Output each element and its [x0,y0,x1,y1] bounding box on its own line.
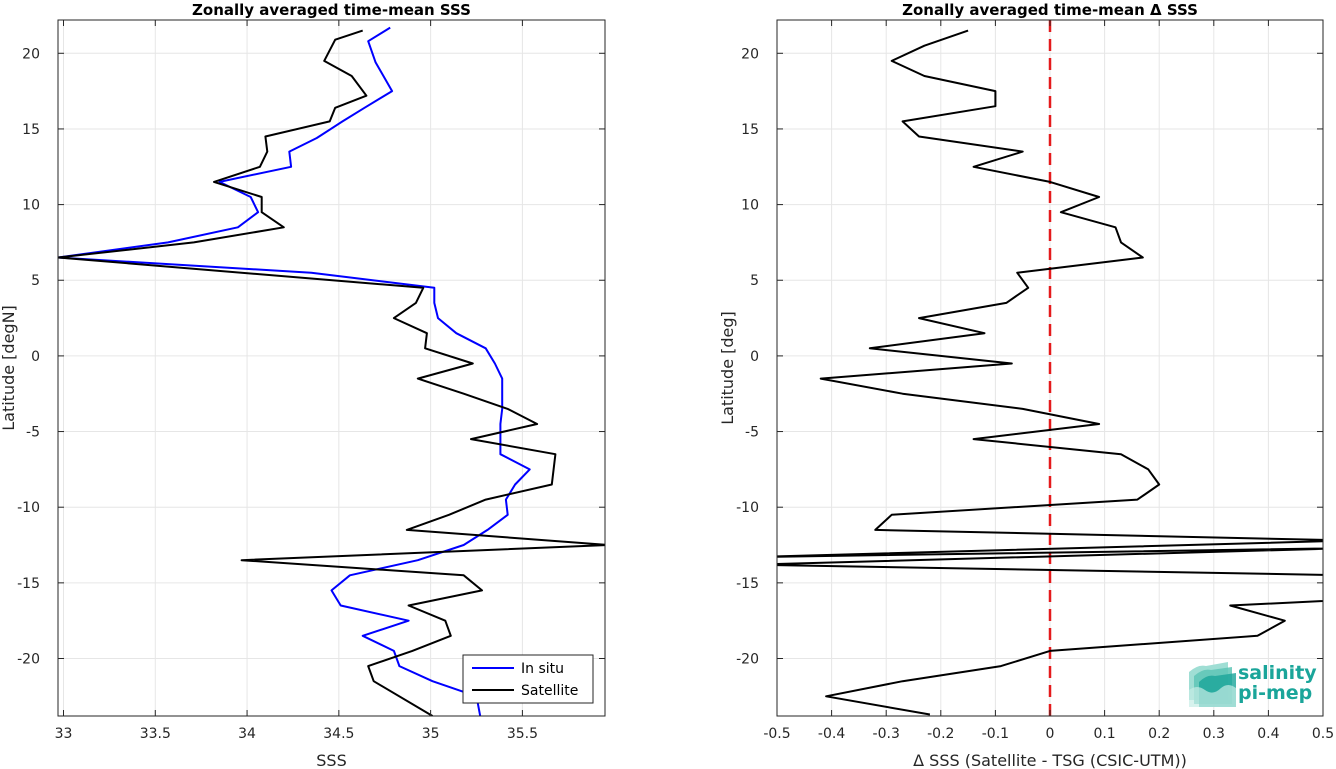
right-plot-title: Zonally averaged time-mean Δ SSS [902,1,1198,19]
legend-box [462,654,594,704]
x-tick-label: -0.3 [873,726,900,742]
y-tick-label: -10 [17,500,40,516]
left-plot-ticks: 33 33.5 34 34.5 35 35.5 20 15 10 5 0 -5 -10 -15 -20 [17,20,605,742]
x-tick-label: -0.2 [927,726,954,742]
right-plot-ticks: -0.5 -0.4 -0.3 -0.2 -0.1 0 0.1 0.2 0.3 0.4 0.5 20 15… [736,20,1334,742]
in-situ-series-line [58,26,531,716]
left-plot-x-axis-label: SSS [316,751,346,769]
y-tick-label: 5 [31,273,40,289]
x-tick-label: 0 [1046,726,1055,742]
left-plot-lines [58,26,605,716]
y-tick-label: 20 [22,46,40,62]
left-plot-area [58,20,605,716]
left-plot-y-axis-label: Latitude [degN] [0,305,18,431]
x-tick-label: 35 [422,726,440,742]
left-plot-title: Zonally averaged time-mean SSS [192,1,471,19]
y-tick-label: -20 [736,652,759,668]
y-tick-label: -5 [745,425,759,441]
right-plot: -0.5 -0.4 -0.3 -0.2 -0.1 0 0.1 0.2 0.3 0.4 0.5 20 15… [718,1,1334,769]
logo-text-salinity: salinity [1238,662,1317,684]
legend: In situ Satellite [462,654,594,704]
x-tick-label: 0.2 [1148,726,1170,742]
y-tick-label: 0 [31,349,40,365]
legend-label-satellite: Satellite [521,683,578,699]
x-tick-label: 34 [238,726,256,742]
delta-sss-series-line [777,29,1323,716]
right-plot-x-axis-label: Δ SSS (Satellite - TSG (CSIC-UTM)) [913,751,1187,769]
right-plot-y-axis-label: Latitude [deg] [718,311,737,425]
left-plot-frame [57,19,606,717]
x-tick-label: 35.5 [507,726,538,742]
satellite-series-line [58,29,605,716]
left-plot: 33 33.5 34 34.5 35 35.5 20 15 10 5 0 -5 -10 -15 -20 Zo… [0,1,606,769]
x-tick-label: 0.1 [1093,726,1115,742]
right-plot-grid [776,20,1324,716]
y-tick-label: -5 [26,425,40,441]
logo-text-pi-mep: pi-mep [1238,682,1312,704]
y-tick-label: -20 [17,652,40,668]
y-tick-label: 10 [741,198,759,214]
left-plot-grid [58,20,605,716]
y-tick-label: -15 [17,576,40,592]
y-tick-label: 0 [750,349,759,365]
logo-wave-icon [1189,662,1236,707]
x-tick-label: 0.3 [1203,726,1225,742]
x-tick-label: -0.5 [763,726,790,742]
x-tick-label: -0.1 [982,726,1009,742]
y-tick-label: 15 [741,122,759,138]
x-tick-label: -0.4 [818,726,845,742]
right-plot-lines [777,20,1323,716]
y-tick-label: 5 [750,273,759,289]
y-tick-label: 10 [22,198,40,214]
x-tick-label: 34.5 [323,726,354,742]
x-tick-label: 33.5 [140,726,171,742]
x-tick-label: 0.5 [1312,726,1334,742]
x-tick-label: 0.4 [1257,726,1279,742]
y-tick-label: -15 [736,576,759,592]
y-tick-label: -10 [736,500,759,516]
salinity-pi-mep-logo: salinity pi-mep [1189,662,1317,707]
y-tick-label: 20 [741,46,759,62]
x-tick-label: 33 [55,726,73,742]
legend-label-in-situ: In situ [521,661,564,677]
y-tick-label: 15 [22,122,40,138]
